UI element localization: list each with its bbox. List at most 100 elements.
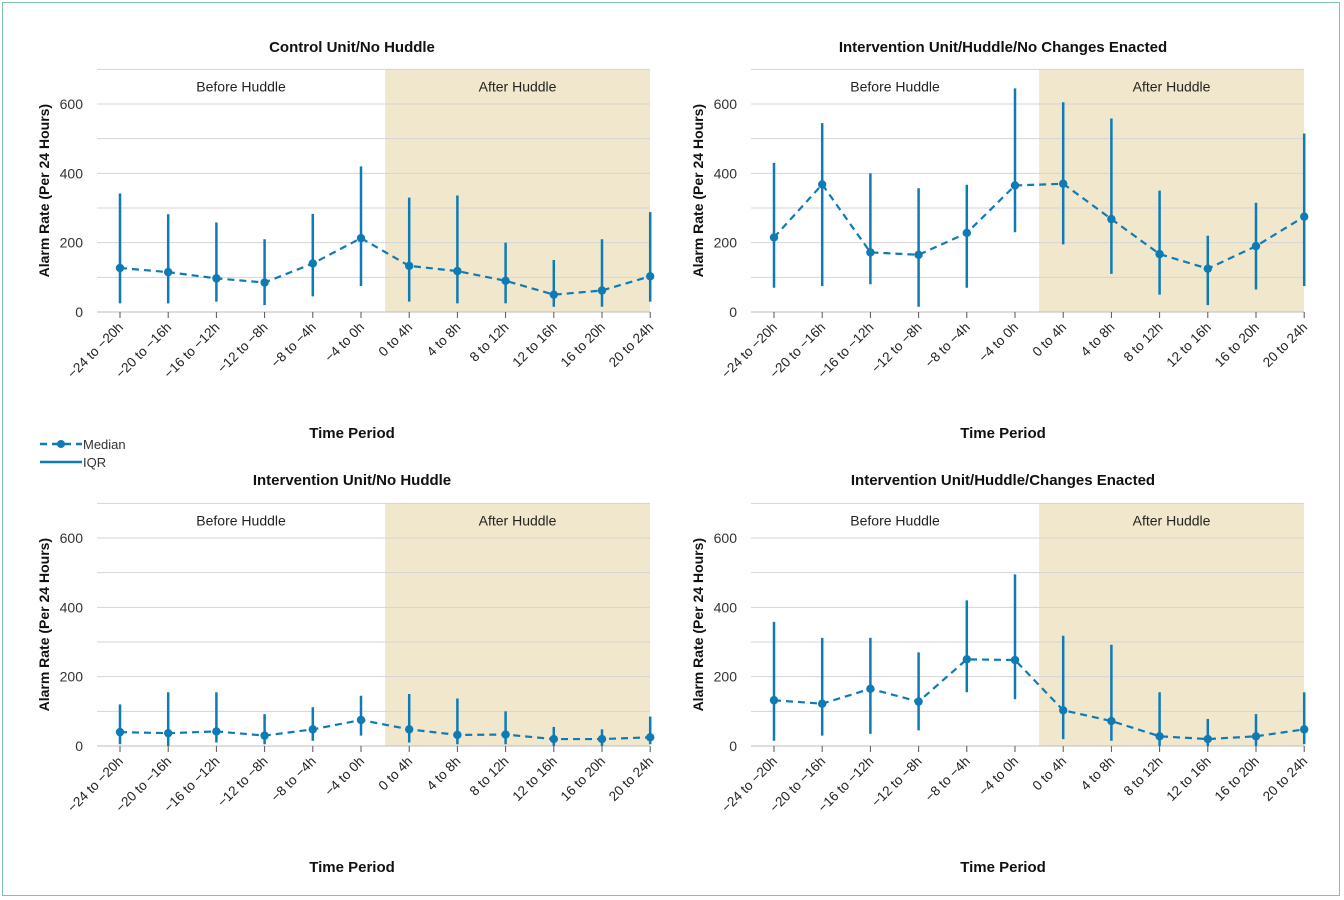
x-tick-label: 16 to 20h (1212, 754, 1262, 804)
y-tick-label: 400 (714, 165, 738, 181)
y-tick-label: 200 (60, 235, 84, 251)
x-tick-label: 4 to 8h (1078, 754, 1118, 794)
median-point (914, 250, 923, 259)
median-point (1300, 725, 1309, 734)
y-tick-label: 0 (75, 738, 83, 754)
x-tick-label: −4 to 0h (976, 754, 1021, 799)
before-huddle-label: Before Huddle (850, 512, 940, 528)
median-point (1155, 249, 1164, 259)
after-huddle-region (1039, 503, 1304, 746)
before-huddle-label: Before Huddle (196, 512, 286, 528)
after-huddle-label: After Huddle (479, 78, 557, 94)
x-tick-label: 8 to 12h (467, 754, 512, 799)
median-point (1010, 655, 1020, 665)
y-tick-label: 0 (75, 304, 83, 320)
x-tick-label: 20 to 24h (606, 754, 656, 804)
median-point (356, 715, 366, 725)
x-tick-label: 16 to 20h (1212, 320, 1262, 370)
median-point (308, 725, 317, 734)
y-tick-label: 200 (60, 669, 84, 685)
after-huddle-region (1039, 69, 1304, 312)
median-point (164, 728, 173, 738)
y-tick-label: 400 (60, 165, 84, 181)
x-tick-label: 8 to 12h (467, 320, 512, 365)
y-axis-title: Alarm Rate (Per 24 Hours) (690, 538, 706, 712)
x-tick-label: −8 to −4h (268, 320, 319, 371)
y-tick-label: 400 (60, 599, 84, 615)
x-tick-label: 16 to 20h (558, 320, 608, 370)
median-point (962, 228, 971, 238)
y-axis-title: Alarm Rate (Per 24 Hours) (690, 104, 706, 278)
x-axis-title: Time Period (309, 859, 395, 876)
x-tick-label: −12 to −8h (214, 320, 270, 376)
median-point (1107, 214, 1116, 224)
y-axis-title: Alarm Rate (Per 24 Hours) (36, 538, 52, 712)
legend: Median IQR (40, 437, 126, 470)
x-tick-label: 20 to 24h (1260, 754, 1310, 804)
y-tick-label: 600 (714, 530, 738, 546)
x-tick-label: −12 to −8h (868, 754, 924, 810)
median-point (1155, 732, 1164, 741)
x-tick-label: 8 to 12h (1121, 320, 1166, 365)
y-tick-label: 600 (60, 96, 84, 112)
before-huddle-label: Before Huddle (850, 78, 940, 94)
y-axis-title: Alarm Rate (Per 24 Hours) (36, 104, 52, 278)
after-huddle-label: After Huddle (479, 512, 557, 528)
legend-iqr-label: IQR (83, 455, 106, 470)
after-huddle-label: After Huddle (1133, 78, 1211, 94)
median-point (1107, 716, 1116, 726)
median-point (115, 727, 125, 737)
x-tick-label: 4 to 8h (1078, 320, 1118, 360)
median-point (308, 259, 317, 268)
after-huddle-region (385, 69, 650, 312)
median-line (119, 718, 651, 741)
median-point (1251, 732, 1261, 741)
x-tick-label: 0 to 4h (1030, 320, 1070, 360)
x-tick-label: 0 to 4h (376, 754, 416, 794)
y-tick-label: 400 (714, 599, 738, 615)
after-huddle-label: After Huddle (1133, 512, 1211, 528)
panel-title: Control Unit/No Huddle (269, 39, 435, 56)
median-point (1059, 179, 1068, 188)
median-point (597, 734, 607, 744)
median-point (356, 233, 366, 243)
median-point (818, 699, 827, 708)
median-point (405, 261, 414, 271)
x-tick-label: 16 to 20h (558, 754, 608, 804)
median-point (646, 733, 655, 742)
x-tick-label: 8 to 12h (1121, 754, 1166, 799)
x-tick-label: 12 to 16h (1163, 320, 1213, 370)
x-tick-label: −12 to −8h (214, 754, 270, 810)
x-axis-title: Time Period (960, 859, 1046, 876)
x-tick-label: 12 to 16h (1163, 754, 1213, 804)
median-point (646, 272, 655, 281)
median-point (1300, 212, 1309, 221)
median-point (549, 290, 558, 299)
median-point (115, 263, 125, 273)
x-tick-label: 12 to 16h (509, 754, 559, 804)
x-tick-label: −8 to −4h (922, 754, 973, 805)
y-tick-label: 600 (714, 96, 738, 112)
median-point (260, 278, 269, 287)
x-tick-label: −4 to 0h (976, 320, 1021, 365)
median-point (212, 727, 221, 736)
median-point (164, 267, 173, 277)
median-point (962, 655, 971, 664)
x-tick-label: −4 to 0h (322, 754, 367, 799)
x-axis-title: Time Period (960, 425, 1046, 442)
x-tick-label: 0 to 4h (376, 320, 416, 360)
median-line (119, 236, 651, 296)
legend-median-label: Median (83, 437, 126, 452)
median-point (1203, 734, 1213, 744)
y-tick-label: 0 (729, 304, 737, 320)
y-tick-label: 0 (729, 738, 737, 754)
x-tick-label: −12 to −8h (868, 320, 924, 376)
median-line (773, 658, 1305, 741)
median-point (1059, 706, 1068, 715)
x-tick-label: 0 to 4h (1030, 754, 1070, 794)
median-point (212, 274, 221, 283)
y-tick-label: 200 (714, 235, 738, 251)
median-point (1203, 264, 1213, 273)
median-point (597, 286, 607, 295)
